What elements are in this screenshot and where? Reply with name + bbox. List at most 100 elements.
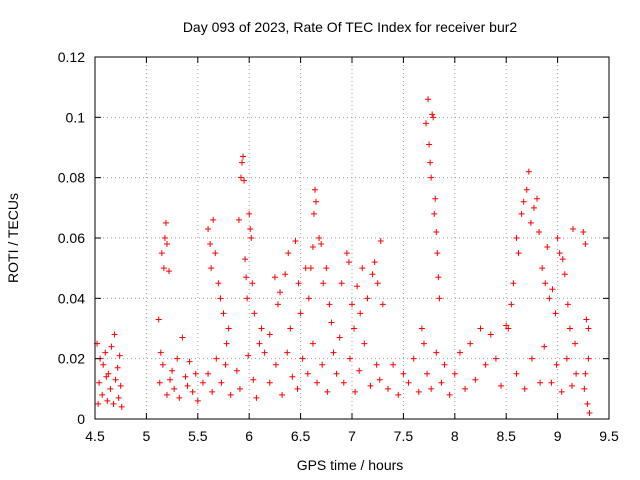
data-point [324, 388, 331, 395]
chart-title: Day 093 of 2023, Rate Of TEC Index for r… [183, 19, 518, 35]
data-point [310, 210, 317, 217]
data-point [558, 388, 565, 395]
data-point [345, 259, 352, 266]
data-point [319, 361, 326, 368]
data-point [433, 228, 440, 235]
data-point [356, 367, 363, 374]
data-point [111, 331, 118, 338]
x-tick-label: 8 [451, 428, 459, 444]
data-point [99, 391, 106, 398]
data-point [243, 274, 250, 281]
x-axis-label: GPS time / hours [297, 457, 404, 473]
data-point [166, 268, 173, 275]
data-point [316, 235, 323, 241]
data-point [294, 385, 301, 392]
data-point [233, 367, 240, 374]
x-tick-label: 5 [143, 428, 151, 444]
data-point [570, 225, 577, 232]
data-point [163, 391, 170, 398]
data-point [261, 349, 268, 356]
data-point [534, 195, 541, 202]
data-point [162, 219, 169, 226]
data-point [472, 376, 479, 383]
data-point [586, 409, 593, 416]
data-point [302, 265, 309, 272]
data-point [435, 274, 442, 281]
y-tick-label: 0.06 [58, 230, 85, 246]
data-point [527, 219, 534, 226]
data-point [239, 159, 246, 166]
data-point [179, 334, 186, 341]
data-point [518, 210, 525, 217]
x-tick-label: 6 [245, 428, 253, 444]
data-point [572, 340, 579, 347]
data-point [415, 388, 422, 395]
data-point [272, 361, 279, 368]
data-point [552, 310, 559, 317]
data-point [379, 301, 386, 308]
data-point [318, 241, 325, 248]
data-point [237, 174, 244, 181]
data-point [492, 355, 499, 362]
data-point [194, 397, 201, 404]
data-point [157, 349, 164, 356]
data-point [249, 280, 256, 287]
data-point [285, 250, 292, 257]
x-tick-label: 9.5 [599, 428, 619, 444]
data-point [167, 376, 174, 383]
data-point [320, 280, 327, 287]
data-point [425, 96, 432, 103]
data-point [112, 376, 119, 383]
data-point [212, 250, 219, 257]
data-point [328, 319, 335, 326]
data-point [287, 325, 294, 332]
data-point [326, 301, 333, 308]
data-point [309, 244, 316, 251]
data-point [340, 379, 347, 386]
data-point [100, 361, 107, 368]
data-point [227, 391, 234, 398]
y-tick-label: 0.12 [58, 49, 85, 65]
data-point [108, 343, 115, 350]
data-point [530, 204, 537, 211]
data-point [541, 343, 548, 350]
data-point [174, 355, 181, 362]
data-point [107, 385, 114, 392]
data-point [418, 325, 425, 332]
data-point [213, 355, 220, 362]
data-point [96, 379, 103, 386]
data-point [186, 358, 193, 365]
data-point [266, 331, 273, 338]
data-point [369, 271, 376, 278]
data-point [427, 159, 434, 166]
data-point [377, 238, 384, 245]
data-point [428, 385, 435, 392]
data-point [357, 310, 364, 317]
data-point [573, 370, 580, 377]
data-point [364, 295, 371, 302]
data-point [205, 225, 212, 232]
data-point [282, 271, 289, 278]
data-point [487, 331, 494, 338]
y-tick-label: 0.04 [58, 290, 85, 306]
data-point [537, 379, 544, 386]
y-tick-label: 0 [77, 411, 85, 427]
data-point [400, 370, 407, 377]
data-point [371, 259, 378, 266]
axis-ticks: 4.5 5 5.5 6 6.5 7 7.5 8 8.5 9 9.5 0 0.02 0.04 0.06 0.08… [58, 49, 619, 444]
data-point [169, 367, 176, 374]
data-point [441, 361, 448, 368]
x-tick-label: 6.5 [291, 428, 311, 444]
data-point [525, 168, 532, 175]
data-point [581, 385, 588, 392]
data-point [376, 376, 383, 383]
data-point [446, 391, 453, 398]
data-point [424, 370, 431, 377]
data-point [482, 361, 489, 368]
data-point [236, 385, 243, 392]
data-point [556, 250, 563, 257]
data-point [583, 316, 590, 323]
data-point [566, 325, 573, 332]
data-point [520, 198, 527, 205]
data-point [549, 286, 556, 293]
